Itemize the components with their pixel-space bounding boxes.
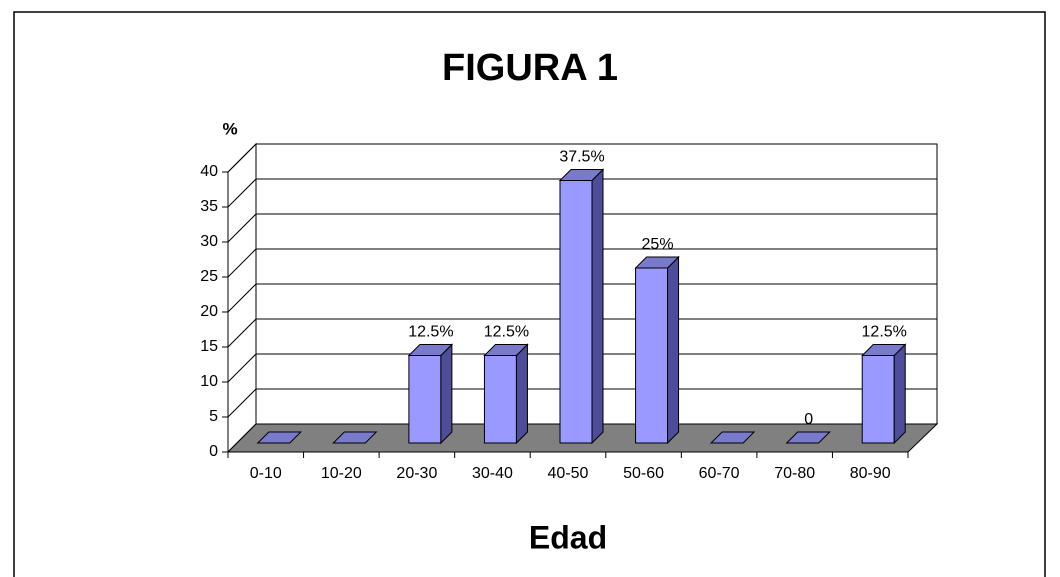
bar (634, 255, 680, 445)
x-axis-label: Edad (529, 519, 607, 555)
x-tick-label: 20-30 (396, 465, 437, 482)
bar-top (785, 431, 831, 444)
bar (256, 431, 302, 444)
x-tick-label: 70-80 (774, 465, 815, 482)
y-tick-label: 0 (209, 443, 218, 460)
value-label: 37.5% (559, 149, 604, 166)
bar (861, 343, 907, 445)
grid-line (227, 283, 257, 313)
bar-side (667, 255, 680, 445)
y-tick-label: 10 (200, 373, 218, 390)
x-tick-label: 50-60 (623, 465, 664, 482)
bar-top (634, 256, 680, 269)
x-tick-label: 10-20 (321, 465, 362, 482)
bar-top (332, 431, 378, 444)
bar (709, 431, 756, 444)
bar-side (893, 343, 906, 445)
value-label: 12.5% (484, 324, 529, 341)
value-label: 12.5% (408, 324, 453, 341)
x-tick-label: 60-70 (699, 465, 740, 482)
x-tick-label: 80-90 (850, 465, 891, 482)
x-tick-label: 30-40 (472, 465, 513, 482)
bar (558, 168, 605, 445)
bar-side (591, 168, 604, 445)
bar-front (635, 267, 669, 444)
bar-side (440, 343, 453, 445)
grid-line (227, 318, 257, 348)
y-tick-label: 35 (200, 198, 218, 215)
bar-top (558, 169, 605, 181)
bar-side (515, 343, 528, 445)
bar-top (861, 344, 907, 356)
bar-front (483, 355, 517, 444)
bar-front (861, 355, 895, 444)
bar-top (407, 344, 454, 356)
y-tick-label: 15 (200, 338, 218, 355)
bar (332, 431, 378, 444)
bar-top (483, 344, 529, 356)
grid-line (227, 248, 257, 278)
x-tick-label: 0-10 (250, 465, 282, 482)
bar-front (408, 355, 442, 444)
bar-top (256, 431, 302, 444)
value-label: 12.5% (862, 324, 907, 341)
y-tick-label: 25 (200, 268, 218, 285)
value-label: 25% (642, 236, 674, 253)
bar-top (709, 431, 756, 444)
y-tick-label: 40 (200, 163, 218, 180)
value-label: 0 (804, 411, 813, 428)
grid-line (227, 213, 257, 243)
y-tick-label: 20 (200, 303, 218, 320)
grid-line (227, 143, 257, 173)
y-axis-label: % (222, 119, 237, 138)
y-tick-label: 5 (209, 408, 218, 425)
bar (483, 343, 529, 445)
bar (407, 343, 454, 445)
y-tick-label: 30 (200, 233, 218, 250)
bar-front (559, 180, 593, 444)
grid-line (227, 353, 257, 383)
x-tick-label: 40-50 (548, 465, 589, 482)
bar (785, 431, 831, 444)
grid-line (227, 178, 257, 208)
grid-line (227, 388, 257, 418)
chart-title: FIGURA 1 (442, 47, 618, 89)
